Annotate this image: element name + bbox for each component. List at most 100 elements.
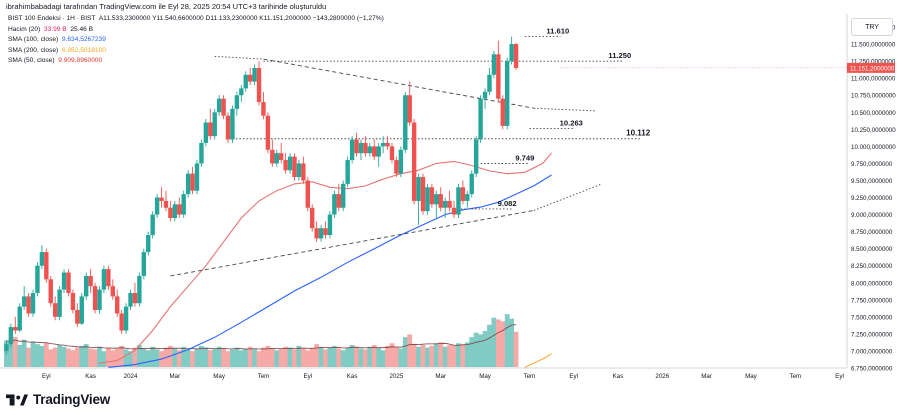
level-label: 11.250 [608,51,631,60]
candle-body [92,286,98,311]
candle-body [327,214,333,236]
candle-body [115,296,120,314]
volume-bar [238,350,244,367]
legend-sma50-label[interactable]: SMA (50, close) [8,57,55,65]
volume-bar [433,343,439,367]
y-tick-label: 7.500,0000000 [851,314,893,321]
candle-body [434,194,439,205]
candle-body [203,122,209,143]
volume-bar [141,348,147,367]
volume-bar [190,351,195,367]
candle-body [425,187,430,212]
candle-body [323,228,328,236]
x-tick-label: Tem [524,373,536,380]
volume-bar [225,351,231,367]
volume-bar [252,349,257,367]
legend-volume-label[interactable]: Hacim (20) [8,25,41,33]
volume-bar [513,331,519,367]
volume-bar [26,347,31,367]
volume-bar [456,343,461,367]
candle-body [185,173,191,195]
legend-sma200-label[interactable]: SMA (200, close) [8,46,59,54]
volume-bar [172,348,178,367]
candle-body [447,200,452,208]
x-tick-label: May [479,373,492,380]
candle-body [30,292,36,314]
volume-bar [429,345,435,367]
y-tick-label: 11.250,0000000 [851,59,896,66]
candle-body [243,74,248,89]
volume-bar [66,348,71,367]
volume-ma-line [6,324,517,350]
candle-body [389,146,395,161]
volume-bar [416,346,421,367]
y-tick-label: 9.750,0000000 [851,161,893,168]
volume-bar [504,314,510,367]
candle-body [75,310,80,324]
legend-sma100-row: SMA (100, close) 9.634,5267239 [8,35,384,46]
trend-line [533,107,596,112]
legend-sma50-row: SMA (50, close) 9.909,8960000 [8,56,384,67]
candle-body [208,122,213,137]
candle-body [194,163,200,191]
candle-body [296,163,302,178]
volume-bar [460,344,466,367]
volume-bar [74,347,80,367]
brand-name[interactable]: TradingView [33,392,111,407]
volume-bar [305,350,311,367]
volume-bar [278,349,284,367]
volume-bar [425,347,430,367]
candle-body [13,327,18,331]
level-label: 10.263 [560,118,583,127]
legend-volume-row: Hacim (20) 33.99 B 25.46 B [8,25,384,36]
candle-body [141,252,147,276]
candle-body [150,214,155,236]
candle-body [451,207,457,215]
y-tick-label: 9.500,0000000 [851,178,893,185]
volume-bar [212,349,218,367]
candle-body [456,187,461,215]
volume-bar [327,347,333,367]
x-tick-label: Kas [85,373,96,380]
volume-bar [340,350,346,367]
currency-button[interactable]: TRY [851,18,893,36]
y-tick-label: 10.750,0000000 [851,93,896,100]
x-tick-label: Mar [435,373,446,380]
candle-body [310,207,315,229]
candle-body [354,139,359,154]
legend-sma100-label[interactable]: SMA (100, close) [8,36,59,44]
volume-bar [394,346,399,367]
candle-body [61,272,67,290]
volume-bar [83,344,89,367]
candle-body [110,286,115,297]
candle-body [17,306,22,331]
volume-bar [132,347,138,367]
candle-body [35,265,40,293]
volume-bar [487,324,492,367]
volume-bar [398,348,404,367]
candle-body [363,142,368,154]
candle-body [146,235,151,253]
x-tick-label: May [213,373,226,380]
x-tick-label: Kas [613,373,624,380]
volume-bar [110,350,116,367]
current-price-label: 11.151,2000000 [850,65,895,72]
candle-body [287,156,293,171]
candle-body [349,139,355,161]
candle-body [442,200,448,208]
volume-bar [119,345,125,367]
x-tick-label: Mar [701,373,712,380]
volume-bar [92,349,98,367]
y-tick-label: 7.000,0000000 [851,348,893,355]
candle-body [221,98,226,116]
volume-bar [509,318,515,367]
legend-symbol[interactable]: BIST 100 Endeksi · 1H · BIST [8,15,96,22]
volume-bar [88,348,94,367]
candle-body [336,194,341,208]
volume-bar [39,345,45,367]
candle-body [230,108,235,140]
candle-body [407,95,412,123]
volume-bar [469,337,475,367]
level-label: 10.112 [626,129,651,138]
